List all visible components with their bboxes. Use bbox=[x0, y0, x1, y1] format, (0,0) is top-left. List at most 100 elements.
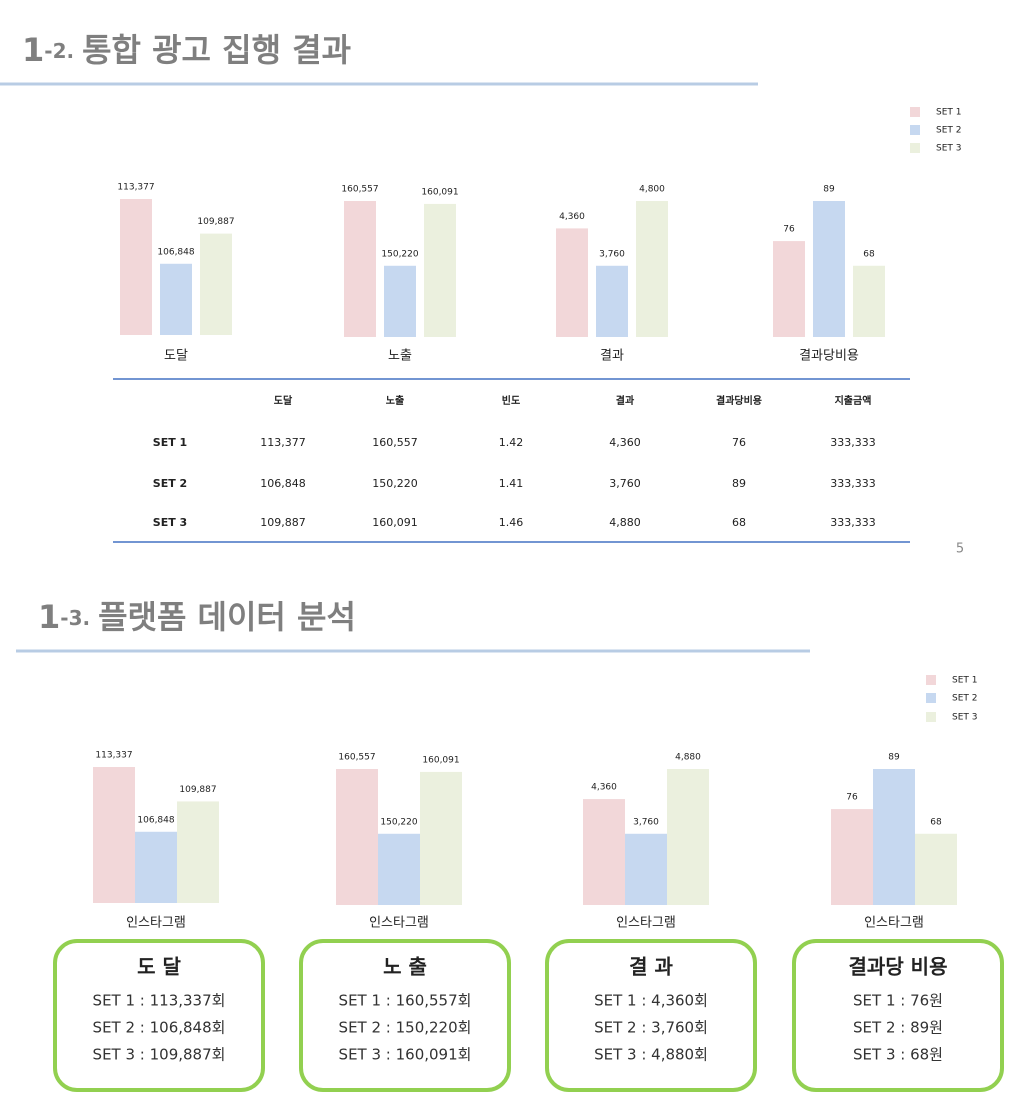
bar bbox=[420, 771, 462, 905]
chart-label: 결과당비용 bbox=[799, 349, 859, 364]
table-cell: 89 bbox=[732, 477, 746, 490]
legend-label: SET 2 bbox=[936, 126, 961, 136]
table-header: 결과당비용 bbox=[716, 394, 762, 407]
legend-label: SET 3 bbox=[936, 144, 961, 154]
bar-value-label: 106,848 bbox=[137, 815, 174, 825]
bar bbox=[424, 203, 456, 337]
card-line: SET 1 : 76원 bbox=[853, 992, 943, 1010]
bar bbox=[177, 801, 219, 903]
legend-swatch bbox=[926, 712, 936, 722]
legend-label: SET 1 bbox=[952, 676, 977, 686]
table-header: 노출 bbox=[386, 394, 404, 407]
bar bbox=[556, 228, 588, 337]
table-header: 지출금액 bbox=[835, 394, 872, 407]
bar-value-label: 150,220 bbox=[381, 249, 418, 259]
card-line: SET 2 : 150,220회 bbox=[339, 1019, 472, 1037]
table-cell: 106,848 bbox=[260, 477, 306, 490]
card bbox=[545, 939, 757, 1092]
table-cell: 4,880 bbox=[609, 516, 641, 529]
legend-swatch bbox=[910, 143, 920, 153]
bar bbox=[853, 265, 885, 337]
chart-label: 도달 bbox=[164, 349, 188, 364]
bar bbox=[596, 265, 628, 337]
table-row-label: SET 3 bbox=[153, 516, 187, 529]
card bbox=[792, 939, 1004, 1092]
section-title: 1-3. 플랫폼 데이터 분석 bbox=[38, 598, 356, 636]
bar-value-label: 68 bbox=[863, 249, 875, 259]
bar bbox=[160, 263, 192, 335]
card-line: SET 3 : 109,887회 bbox=[93, 1046, 226, 1064]
legend-swatch bbox=[910, 107, 920, 117]
table-cell: 333,333 bbox=[830, 436, 876, 449]
legend-swatch bbox=[926, 675, 936, 685]
chart-label: 인스타그램 bbox=[616, 916, 676, 931]
bar-value-label: 4,880 bbox=[675, 753, 701, 763]
bar bbox=[873, 769, 915, 905]
title-sub: -2. bbox=[44, 39, 74, 63]
table-cell: 113,377 bbox=[260, 436, 306, 449]
bar-value-label: 106,848 bbox=[157, 247, 194, 257]
table-cell: 109,887 bbox=[260, 516, 306, 529]
page-number: 5 bbox=[956, 542, 964, 557]
bar-value-label: 160,557 bbox=[341, 185, 378, 195]
card-title: 노 출 bbox=[383, 955, 427, 979]
bar bbox=[200, 233, 232, 335]
card bbox=[53, 939, 265, 1092]
bar bbox=[625, 833, 667, 905]
bar-value-label: 89 bbox=[888, 753, 900, 763]
legend-label: SET 2 bbox=[952, 694, 977, 704]
table-cell: 1.46 bbox=[499, 516, 524, 529]
bar-value-label: 109,887 bbox=[197, 217, 234, 227]
card-title: 결 과 bbox=[629, 955, 673, 979]
bar-value-label: 4,360 bbox=[591, 783, 617, 793]
bar-value-label: 109,887 bbox=[179, 785, 216, 795]
bar bbox=[773, 241, 805, 337]
legend-label: SET 1 bbox=[936, 108, 961, 118]
table-cell: 333,333 bbox=[830, 477, 876, 490]
bar-value-label: 113,337 bbox=[95, 751, 132, 761]
title-text: 통합 광고 집행 결과 bbox=[82, 31, 351, 69]
bar-value-label: 76 bbox=[783, 225, 795, 235]
bar-value-label: 160,091 bbox=[421, 187, 458, 197]
legend-label: SET 3 bbox=[952, 713, 977, 723]
chart-label: 인스타그램 bbox=[864, 916, 924, 931]
bar bbox=[384, 265, 416, 337]
chart-label: 결과 bbox=[600, 349, 624, 364]
card-line: SET 1 : 113,337회 bbox=[93, 992, 226, 1010]
bar-value-label: 160,557 bbox=[338, 753, 375, 763]
legend-swatch bbox=[910, 125, 920, 135]
table-cell: 150,220 bbox=[372, 477, 418, 490]
chart-label: 인스타그램 bbox=[369, 916, 429, 931]
card-line: SET 2 : 106,848회 bbox=[93, 1019, 226, 1037]
bar-value-label: 76 bbox=[846, 793, 858, 803]
card-line: SET 2 : 89원 bbox=[853, 1019, 943, 1037]
table-cell: 4,360 bbox=[609, 436, 641, 449]
bar-value-label: 150,220 bbox=[380, 817, 417, 827]
table-row-label: SET 2 bbox=[153, 477, 187, 490]
table-cell: 3,760 bbox=[609, 477, 641, 490]
bar-value-label: 4,800 bbox=[639, 185, 665, 195]
title-number: 1 bbox=[22, 31, 44, 69]
bar bbox=[831, 809, 873, 905]
table-header: 도달 bbox=[274, 395, 293, 407]
bar bbox=[135, 831, 177, 903]
section-title: 1-2. 통합 광고 집행 결과 bbox=[22, 31, 351, 69]
table-header: 결과 bbox=[616, 394, 635, 407]
bar-value-label: 113,377 bbox=[117, 183, 154, 193]
chart-label: 인스타그램 bbox=[126, 916, 186, 931]
title-sub: -3. bbox=[60, 606, 90, 630]
table-cell: 160,091 bbox=[372, 516, 418, 529]
chart-label: 노출 bbox=[388, 349, 412, 364]
card-line: SET 1 : 160,557회 bbox=[339, 992, 472, 1010]
card-line: SET 1 : 4,360회 bbox=[594, 992, 708, 1010]
bar bbox=[120, 199, 152, 335]
card-line: SET 3 : 68원 bbox=[853, 1046, 943, 1064]
table-cell: 333,333 bbox=[830, 516, 876, 529]
legend-swatch bbox=[926, 693, 936, 703]
title-number: 1 bbox=[38, 598, 60, 636]
bar bbox=[93, 767, 135, 903]
card-line: SET 2 : 3,760회 bbox=[594, 1019, 708, 1037]
bar-value-label: 160,091 bbox=[422, 755, 459, 765]
card-title: 결과당 비용 bbox=[849, 955, 948, 979]
